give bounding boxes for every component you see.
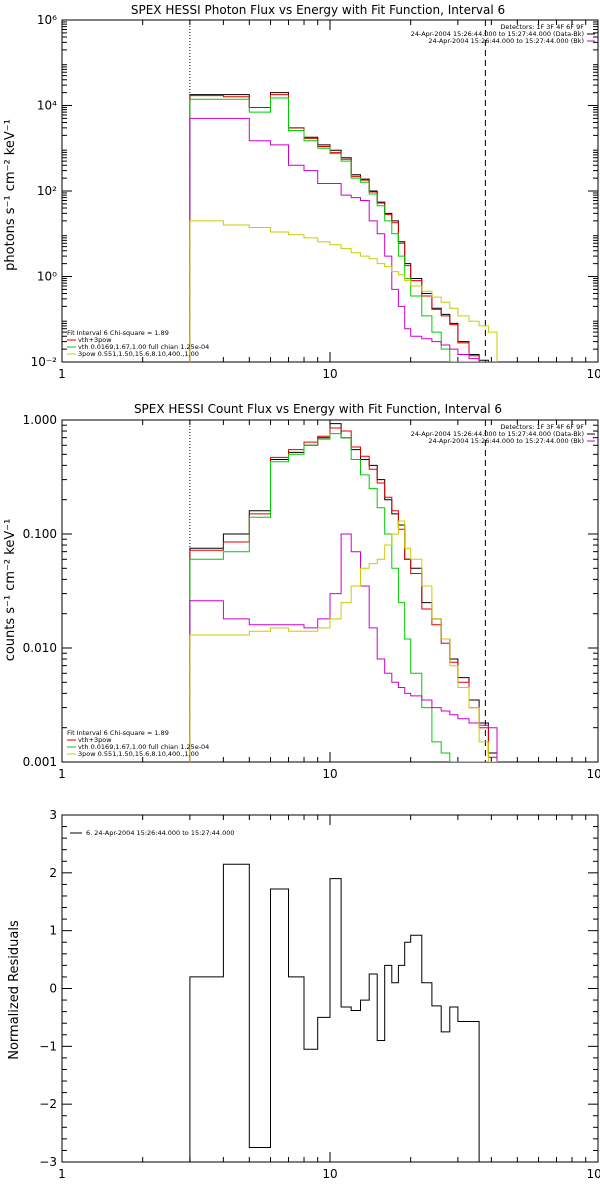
residuals-x-tick-label: 1 [58,1167,66,1181]
count-flux-legend-bottom-entry: 3pow 0.551,1.50,15.6,8.10,400.,1.00 [78,750,199,758]
count-flux-panel: SPEX HESSI Count Flux vs Energy with Fit… [3,402,600,781]
photon-flux-legend-top-entry: 24-Apr-2004 15:26:44.000 to 15:27:44.000… [411,30,584,38]
count-flux-x-tick-label: 10 [322,767,337,781]
photon-flux-y-tick-label: 10² [37,184,57,198]
residuals-series-0-histogram [189,863,480,1162]
photon-flux-series-0-histogram [189,92,498,362]
photon-flux-y-tick-label: 10⁻² [31,355,58,369]
count-flux-series-0-histogram [189,423,498,762]
photon-flux-legend-top-entry: Detectors: 1F 3F 4F 6F 9F [500,23,584,31]
photon-flux-y-tick-label: 10⁶ [37,13,57,27]
photon-flux-y-axis-label: photons s⁻¹ cm⁻² keV⁻¹ [3,119,18,271]
photon-flux-legend-bottom-entry: vth 0.0169,1.67,1.00 full chian 1.25e-04 [78,343,209,351]
photon-flux-series-4-histogram [189,220,498,362]
photon-flux-legend-bottom-entry: Fit Interval 6 Chi-square = 1.89 [67,329,169,337]
count-flux-legend-bottom-entry: Fit Interval 6 Chi-square = 1.89 [67,729,169,737]
photon-flux-title: SPEX HESSI Photon Flux vs Energy with Fi… [131,3,505,17]
photon-flux-series-2-histogram [189,97,498,362]
count-flux-x-tick-label: 100 [587,767,600,781]
count-flux-y-tick-label: 0.100 [23,527,57,541]
count-flux-legend-bottom-entry: vth 0.0169,1.67,1.00 full chian 1.25e-04 [78,743,209,751]
residuals-y-tick-label: −2 [39,1097,57,1111]
photon-flux-legend-bottom-entry: vth+3pow [78,336,112,344]
count-flux-x-tick-label: 1 [58,767,66,781]
residuals-x-tick-label: 10 [322,1167,337,1181]
residuals-panel: Normalized Residuals 1 10 100 −3 −2 −1 0 1 2 3 6. … [7,808,600,1181]
count-flux-title: SPEX HESSI Count Flux vs Energy with Fit… [134,402,502,416]
residuals-y-axis-label: Normalized Residuals [7,920,22,1060]
count-flux-y-axis-label: counts s⁻¹ cm⁻² keV⁻¹ [3,519,18,662]
count-flux-legend-top-entry: 24-Apr-2004 15:26:44.000 to 15:27:44.000… [428,437,584,445]
photon-flux-series-1-histogram [189,94,498,362]
residuals-y-tick-label: −1 [39,1039,57,1053]
count-flux-legend-top-entry: Detectors: 1F 3F 4F 6F 9F [500,423,584,431]
photon-flux-x-tick-label: 10 [322,367,337,381]
count-flux-legend-top-entry: 24-Apr-2004 15:26:44.000 to 15:27:44.000… [411,430,584,438]
residuals-legend-entry: 6. 24-Apr-2004 15:26:44.000 to 15:27:44.… [86,829,235,837]
count-flux-legend-bottom-entry: vth+3pow [78,736,112,744]
residuals-x-tick-label: 100 [587,1167,600,1181]
photon-flux-y-tick-label: 10⁴ [37,99,57,113]
residuals-y-tick-label: 1 [49,924,57,938]
count-flux-series-1-histogram [189,427,498,762]
residuals-y-tick-label: −3 [39,1155,57,1169]
count-flux-y-tick-label: 1.000 [23,413,57,427]
photon-flux-series-3-histogram [189,117,498,362]
count-flux-y-tick-label: 0.001 [23,755,57,769]
photon-flux-y-tick-label: 10⁰ [37,270,57,284]
residuals-y-tick-label: 0 [49,982,57,996]
photon-flux-panel: SPEX HESSI Photon Flux vs Energy with Fi… [3,3,600,381]
photon-flux-x-tick-label: 100 [587,367,600,381]
photon-flux-legend-top-entry: 24-Apr-2004 15:26:44.000 to 15:27:44.000… [428,37,584,45]
residuals-y-tick-label: 3 [49,808,57,822]
count-flux-plot-frame [61,419,599,763]
photon-flux-plot-frame [61,19,599,363]
count-flux-series-4-histogram [189,520,498,762]
count-flux-series-2-histogram [189,433,498,762]
count-flux-y-tick-label: 0.010 [23,641,57,655]
residuals-y-tick-label: 2 [49,866,57,880]
photon-flux-x-tick-label: 1 [58,367,66,381]
photon-flux-legend-bottom-entry: 3pow 0.551,1.50,15.6,8.10,400.,1.00 [78,350,199,358]
count-flux-series-3-histogram [189,533,498,762]
